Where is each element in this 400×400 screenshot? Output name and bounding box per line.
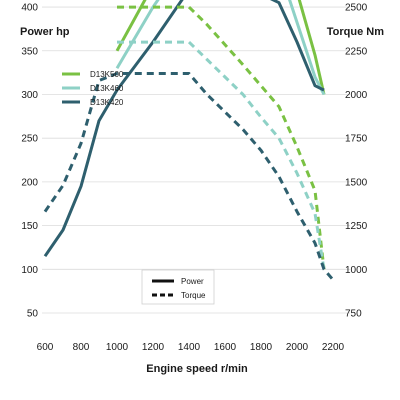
legend-label-power: Power	[181, 277, 204, 286]
series-d13k500-power	[115, 0, 326, 95]
legend-label-d13k460: D13K460	[90, 84, 124, 93]
left-tick-label: 50	[27, 309, 39, 320]
x-tick-label: 800	[73, 342, 90, 353]
x-axis-title: Engine speed r/min	[146, 363, 248, 375]
left-tick-label: 200	[21, 177, 38, 188]
left-tick-label: 300	[21, 90, 38, 101]
left-tick-label: 400	[21, 3, 38, 14]
left-tick-label: 250	[21, 134, 38, 145]
left-tick-label: 350	[21, 46, 38, 57]
series-d13k460-torque	[117, 40, 326, 270]
x-tick-label: 1200	[142, 342, 165, 353]
left-tick-label: 100	[21, 265, 38, 276]
series-lines	[43, 0, 335, 281]
right-tick-label: 1000	[345, 265, 368, 276]
series-d13k500-torque	[117, 5, 326, 270]
right-tick-label: 1250	[345, 221, 368, 232]
right-tick-label: 2500	[345, 3, 368, 14]
series-d13k460-power	[115, 0, 326, 96]
x-tick-label: 2200	[322, 342, 345, 353]
x-tick-label: 1800	[250, 342, 273, 353]
legend-box	[141, 269, 215, 305]
x-tick-label: 1600	[214, 342, 237, 353]
right-tick-label: 2250	[345, 46, 368, 57]
x-axis-ticks: 600 800 1000 1200 1400 1600 1800 2000 2200	[37, 342, 345, 353]
legend-label-d13k500: D13K500	[90, 70, 124, 79]
model-legend: D13K500 D13K460 D13K420	[62, 70, 124, 107]
x-tick-label: 2000	[286, 342, 309, 353]
left-axis-title: Power hp	[20, 26, 70, 38]
series-d13k420-power	[43, 0, 325, 258]
right-axis-ticks: 75010001250150017502000225025002750	[345, 3, 368, 320]
legend-label-torque: Torque	[181, 291, 206, 300]
right-axis-title: Torque Nm	[327, 26, 384, 38]
right-tick-label: 1500	[345, 177, 368, 188]
legend-label-d13k420: D13K420	[90, 98, 124, 107]
right-tick-label: 1750	[345, 134, 368, 145]
x-tick-label: 1400	[178, 342, 201, 353]
series-d13k420-torque	[43, 72, 335, 281]
left-axis-ticks: 50100150200250300350400450500550600	[21, 3, 39, 320]
right-tick-label: 750	[345, 309, 362, 320]
x-tick-label: 1000	[106, 342, 129, 353]
left-tick-label: 150	[21, 221, 38, 232]
line-style-legend: Power Torque	[141, 269, 215, 305]
x-tick-label: 600	[37, 342, 54, 353]
right-tick-label: 2000	[345, 90, 368, 101]
